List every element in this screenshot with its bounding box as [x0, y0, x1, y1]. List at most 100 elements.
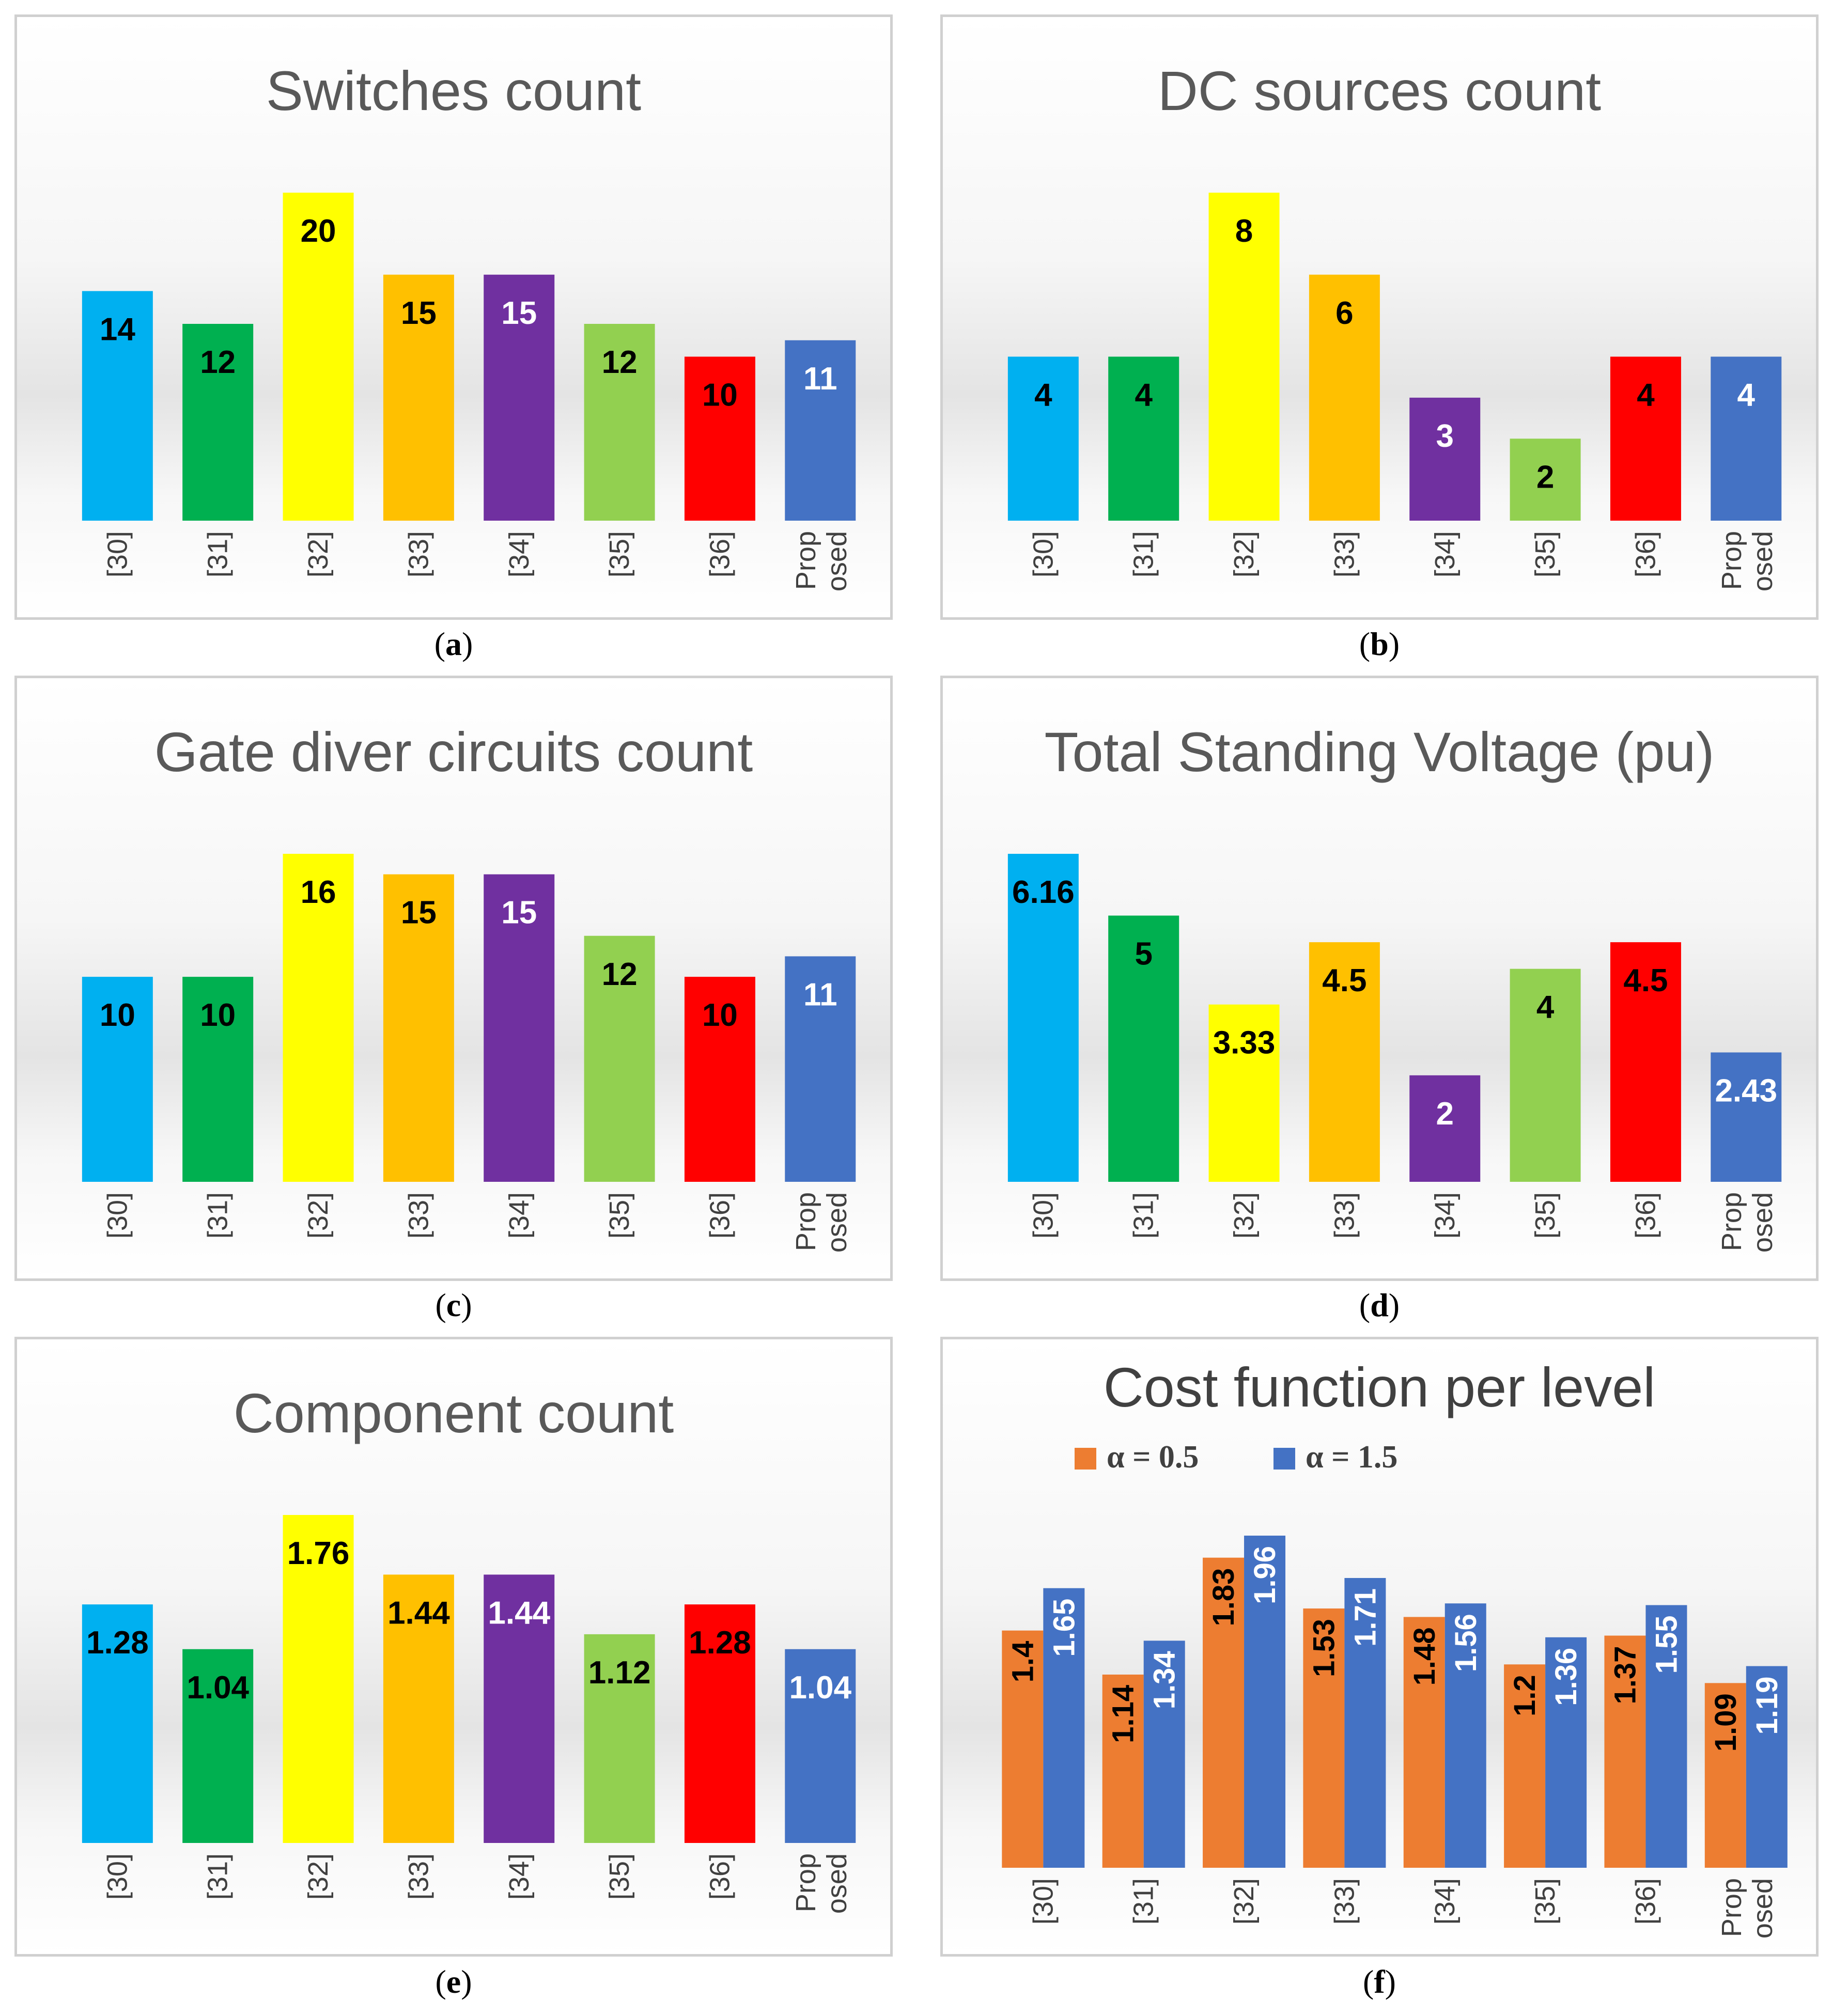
x-tick-label: [35] — [1530, 531, 1561, 577]
x-tick-label: osed — [1747, 531, 1778, 591]
bar-series-1 — [1604, 1635, 1646, 1868]
x-tick-label: [33] — [403, 1192, 434, 1239]
bar-series-1 — [1203, 1557, 1245, 1868]
data-label: 16 — [301, 874, 336, 910]
data-label: 4 — [1737, 378, 1756, 413]
data-label: 1.09 — [1709, 1693, 1743, 1752]
data-label: 10 — [702, 997, 738, 1033]
bar-6 — [584, 324, 655, 521]
data-label: 15 — [401, 895, 437, 931]
data-label: 10 — [100, 997, 135, 1033]
data-label: 4 — [1135, 378, 1153, 413]
x-tick-label: [30] — [1028, 1878, 1059, 1925]
bar-7 — [1610, 356, 1681, 521]
x-tick-label: [31] — [203, 531, 234, 577]
bar-series-1 — [1704, 1683, 1746, 1868]
data-label: 15 — [501, 295, 537, 331]
bar-series-1 — [1303, 1608, 1345, 1868]
caption-c: (c) — [435, 1287, 472, 1323]
data-label: 10 — [200, 997, 236, 1033]
data-label: 4 — [1536, 990, 1555, 1025]
chart-svg-gate-driver: Gate diver circuits count 10 10 16 15 15 12 10 1… — [82, 721, 856, 1253]
x-tick-label: [33] — [403, 1853, 434, 1900]
caption-b: (b) — [1359, 626, 1400, 662]
bar-series-2 — [1444, 1603, 1486, 1868]
bar-5 — [484, 1574, 555, 1843]
data-label: 1.48 — [1408, 1627, 1441, 1685]
x-tick-label: [35] — [604, 1192, 635, 1239]
bar-series-1 — [1002, 1630, 1044, 1868]
data-label: 12 — [602, 345, 638, 380]
bar-4 — [1309, 942, 1380, 1182]
data-label: 8 — [1235, 213, 1253, 249]
data-label: 1.44 — [387, 1595, 450, 1631]
x-tick-label: [36] — [704, 531, 735, 577]
x-tick-label: [30] — [102, 1192, 133, 1239]
x-tick-label: Prop — [790, 531, 821, 590]
bar-4 — [383, 1574, 454, 1843]
bar-series-2 — [1344, 1578, 1386, 1868]
x-tick-label: [36] — [704, 1192, 735, 1239]
bar-5 — [1409, 397, 1481, 521]
x-tick-label: Prop — [1716, 531, 1747, 590]
bar-6 — [584, 935, 655, 1182]
x-tick-label: [32] — [1229, 1878, 1260, 1925]
bar-4 — [1309, 274, 1380, 521]
bar-8 — [1711, 356, 1782, 521]
data-label: 6 — [1335, 295, 1353, 331]
x-tick-label: [32] — [303, 531, 334, 577]
x-tick-label: [32] — [303, 1192, 334, 1239]
bar-8 — [785, 340, 856, 521]
chart-title: Total Standing Voltage (pu) — [1045, 721, 1715, 783]
data-label: 1.04 — [789, 1670, 851, 1706]
chart-svg-component: Component count 1.28 1.04 1.76 1.44 1.44 1.12 1… — [82, 1382, 856, 1914]
chart-panel-gate-driver: Gate diver circuits count 10 10 16 15 15 12 10 1… — [14, 676, 893, 1281]
bar-series-2 — [1043, 1588, 1085, 1868]
data-label: 4.5 — [1322, 963, 1366, 998]
bar-5 — [1409, 1075, 1481, 1182]
x-tick-label: [34] — [504, 1853, 535, 1900]
caption-a: (a) — [434, 626, 473, 662]
x-tick-label: osed — [821, 1192, 852, 1253]
data-label: 1.37 — [1608, 1646, 1642, 1705]
x-tick-label: [31] — [1128, 1878, 1159, 1925]
data-label: 1.28 — [86, 1625, 149, 1661]
bar-8 — [1711, 1052, 1782, 1182]
x-tick-label: osed — [821, 1853, 852, 1914]
x-tick-label: Prop — [790, 1853, 821, 1912]
bar-3 — [283, 193, 354, 521]
x-tick-label: [36] — [1630, 531, 1661, 577]
x-tick-label: [33] — [1329, 1192, 1360, 1239]
data-label: 4 — [1034, 378, 1052, 413]
bar-4 — [383, 274, 454, 521]
x-tick-label: [36] — [1630, 1192, 1661, 1239]
x-tick-label: [33] — [1329, 531, 1360, 577]
bar-2 — [1108, 915, 1179, 1182]
legend-label: α = 0.5 — [1107, 1440, 1199, 1475]
bar-series-1 — [1102, 1675, 1144, 1868]
x-tick-label: [33] — [1329, 1878, 1360, 1925]
x-tick-label: [34] — [504, 531, 535, 577]
bar-2 — [1108, 356, 1179, 521]
data-label: 1.4 — [1006, 1641, 1039, 1683]
bar-series-2 — [1746, 1666, 1788, 1868]
data-label: 4.5 — [1623, 963, 1668, 998]
data-label: 1.14 — [1107, 1685, 1140, 1743]
x-tick-label: [31] — [203, 1853, 234, 1900]
bar-series-2 — [1143, 1640, 1185, 1868]
data-label: 2 — [1536, 459, 1554, 495]
x-tick-label: [32] — [1229, 531, 1260, 577]
chart-title: Component count — [234, 1382, 674, 1444]
x-tick-label: osed — [821, 531, 852, 591]
bar-series-1 — [1403, 1617, 1445, 1868]
bar-8 — [785, 1649, 856, 1843]
bar-1 — [1007, 356, 1079, 521]
chart-panel-tsv: Total Standing Voltage (pu) 6.16 5 3.33 4.5 2… — [940, 676, 1819, 1281]
x-tick-label: osed — [1747, 1878, 1778, 1939]
x-tick-label: [32] — [303, 1853, 334, 1900]
data-label: 12 — [602, 957, 638, 992]
x-tick-label: [35] — [1530, 1878, 1561, 1925]
chart-title: Switches count — [266, 59, 641, 122]
data-label: 1.96 — [1248, 1546, 1282, 1604]
chart-svg-cost-function: Cost function per level α = 0.5 α = 1.5 1.4… — [1002, 1356, 1788, 1939]
